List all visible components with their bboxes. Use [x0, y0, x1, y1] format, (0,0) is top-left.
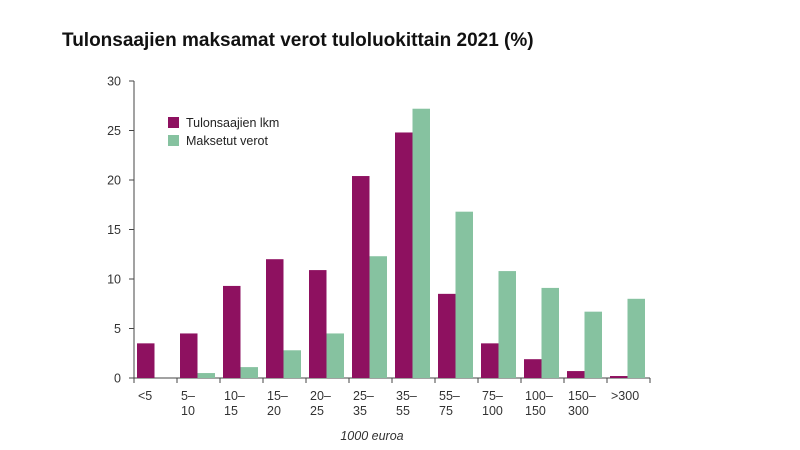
x-tick-label: 55– 75 [439, 389, 460, 418]
y-tick-label: 25 [107, 124, 121, 138]
bar-maksetut-verot [240, 367, 258, 378]
bar-tulonsaajien-lkm [438, 293, 456, 378]
bar-maksetut-verot [369, 256, 387, 378]
bars [137, 108, 645, 378]
bar-tulonsaajien-lkm [352, 176, 370, 378]
x-tick-label: 25– 35 [353, 389, 374, 418]
x-tick-label: 15– 20 [267, 389, 288, 418]
bar-tulonsaajien-lkm [524, 359, 542, 378]
x-axis-label: 1000 euroa [340, 429, 403, 443]
bar-maksetut-verot [326, 333, 344, 378]
x-tick-label: 10– 15 [224, 389, 245, 418]
y-tick-label: 30 [107, 75, 121, 89]
bar-maksetut-verot [455, 211, 473, 378]
legend-label: Tulonsaajien lkm [186, 116, 279, 130]
bar-tulonsaajien-lkm [567, 371, 585, 378]
y-tick-label: 10 [107, 273, 121, 287]
bar-maksetut-verot [498, 271, 516, 378]
bar-tulonsaajien-lkm [481, 343, 499, 378]
legend-swatch [168, 117, 179, 128]
legend-label: Maksetut verot [186, 134, 269, 148]
y-tick-label: 5 [114, 322, 121, 336]
bar-maksetut-verot [627, 298, 645, 378]
bar-maksetut-verot [197, 373, 215, 378]
y-tick-label: 15 [107, 223, 121, 237]
legend-swatch [168, 135, 179, 146]
x-tick-label: 5– 10 [181, 389, 195, 418]
x-tick-label: 150– 300 [568, 389, 596, 418]
y-tick-label: 0 [114, 372, 121, 386]
x-tick-label: 35– 55 [396, 389, 417, 418]
bar-tulonsaajien-lkm [223, 285, 241, 378]
bar-maksetut-verot [584, 311, 602, 378]
legend: Tulonsaajien lkm Maksetut verot [168, 116, 279, 148]
bar-tulonsaajien-lkm [180, 333, 198, 378]
axes: 0 5 10 15 20 25 30 <5 5– 10 10– 15 15– 20 20– 25 25– 35 35… [107, 75, 651, 418]
y-tick-label: 20 [107, 174, 121, 188]
bar-tulonsaajien-lkm [395, 132, 413, 378]
chart-title: Tulonsaajien maksamat verot tuloluokitta… [62, 30, 534, 51]
x-tick-label: 75– 100 [482, 389, 503, 418]
x-tick-label: >300 [611, 389, 639, 403]
bar-tulonsaajien-lkm [137, 343, 155, 378]
bar-maksetut-verot [541, 287, 559, 378]
x-tick-label: 20– 25 [310, 389, 331, 418]
x-tick-label: <5 [138, 389, 152, 403]
bar-maksetut-verot [412, 108, 430, 378]
x-tick-label: 100– 150 [525, 389, 553, 418]
bar-tulonsaajien-lkm [309, 270, 327, 378]
bar-maksetut-verot [283, 350, 301, 378]
bar-tulonsaajien-lkm [266, 259, 284, 378]
bar-tulonsaajien-lkm [610, 376, 628, 378]
